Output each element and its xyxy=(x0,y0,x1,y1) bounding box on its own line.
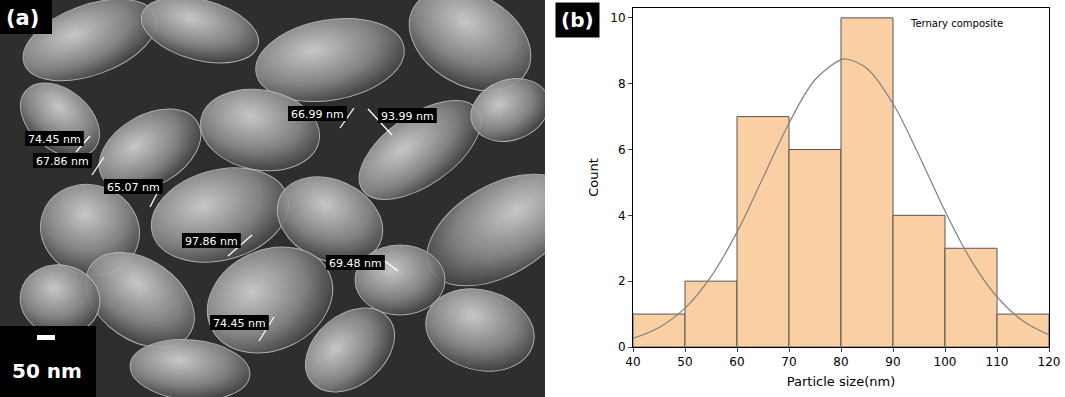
svg-text:2: 2 xyxy=(618,274,626,288)
svg-text:120: 120 xyxy=(1038,355,1061,369)
svg-text:69.48 nm: 69.48 nm xyxy=(329,257,382,270)
svg-text:80: 80 xyxy=(833,355,848,369)
svg-text:97.86 nm: 97.86 nm xyxy=(185,235,238,248)
svg-text:74.45 nm: 74.45 nm xyxy=(28,133,81,146)
svg-text:65.07 nm: 65.07 nm xyxy=(107,181,160,194)
svg-text:93.99 nm: 93.99 nm xyxy=(381,110,434,123)
svg-text:50 nm: 50 nm xyxy=(12,359,82,383)
svg-text:40: 40 xyxy=(625,355,640,369)
svg-text:(b): (b) xyxy=(561,8,594,32)
svg-text:90: 90 xyxy=(885,355,900,369)
svg-text:67.86 nm: 67.86 nm xyxy=(36,155,89,168)
svg-text:70: 70 xyxy=(781,355,796,369)
svg-text:8: 8 xyxy=(618,77,626,91)
svg-text:60: 60 xyxy=(729,355,744,369)
svg-text:74.45 nm: 74.45 nm xyxy=(213,317,266,330)
svg-text:66.99 nm: 66.99 nm xyxy=(291,108,344,121)
svg-text:Particle size(nm): Particle size(nm) xyxy=(787,374,895,389)
svg-text:110: 110 xyxy=(986,355,1009,369)
svg-text:Count: Count xyxy=(586,158,601,197)
svg-text:50: 50 xyxy=(677,355,692,369)
svg-text:6: 6 xyxy=(618,143,626,157)
svg-text:100: 100 xyxy=(934,355,957,369)
svg-text:4: 4 xyxy=(618,209,626,223)
svg-text:10: 10 xyxy=(610,11,625,25)
svg-text:Ternary composite: Ternary composite xyxy=(910,18,1003,29)
svg-text:0: 0 xyxy=(618,340,626,354)
svg-text:(a): (a) xyxy=(6,6,39,30)
